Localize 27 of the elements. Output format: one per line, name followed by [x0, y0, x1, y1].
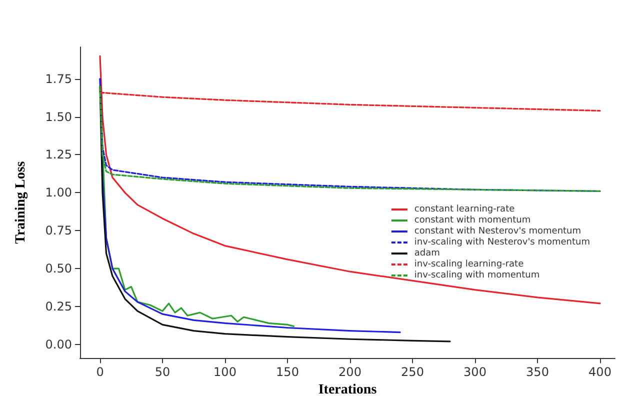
y-tick-label: 1.25 — [45, 148, 72, 162]
legend-label: constant with momentum — [414, 216, 531, 226]
x-tick-label: 300 — [464, 365, 486, 380]
y-tick-label: 1.75 — [45, 72, 72, 86]
x-tick-label: 350 — [526, 365, 549, 380]
legend-label: adam — [414, 248, 440, 258]
x-tick-label: 100 — [214, 365, 236, 380]
x-tick-label: 0 — [96, 365, 104, 380]
y-tick-label: 0.75 — [45, 224, 72, 238]
legend-label: inv-scaling with momentum — [414, 270, 540, 280]
y-tick-label: 1.00 — [45, 186, 72, 200]
y-tick-label: 0.00 — [45, 337, 72, 352]
y-tick-label: 1.50 — [45, 110, 72, 124]
y-tick-label: 0.25 — [45, 300, 72, 314]
legend-label: inv-scaling with Nesterov's momentum — [414, 238, 590, 248]
legend-label: inv-scaling learning-rate — [414, 260, 524, 270]
x-tick-label: 250 — [401, 365, 424, 380]
x-tick-label: 150 — [276, 365, 299, 380]
x-tick-label: 50 — [154, 365, 170, 380]
x-tick-label: 200 — [338, 365, 362, 380]
y-axis-title: Training Loss — [14, 160, 28, 244]
line-series — [99, 55, 601, 304]
y-tick-label: 0.50 — [45, 262, 72, 276]
x-tick-label: 400 — [588, 365, 612, 380]
x-axis-title: Iterations — [318, 382, 378, 398]
legend-label: constant learning-rate — [414, 204, 516, 214]
legend-label: constant with Nesterov's momentum — [414, 226, 582, 236]
